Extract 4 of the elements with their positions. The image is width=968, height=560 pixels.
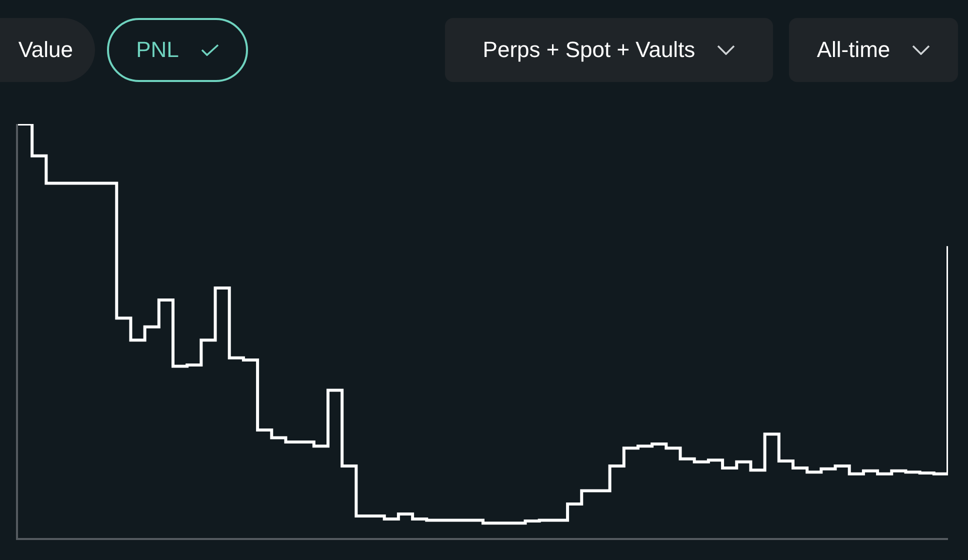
- text: Perps + Spot + Vaults: [482, 37, 696, 63]
- text: All-time: [816, 37, 890, 63]
- text: Value: [18, 37, 73, 63]
- text: PNL: [136, 37, 179, 63]
